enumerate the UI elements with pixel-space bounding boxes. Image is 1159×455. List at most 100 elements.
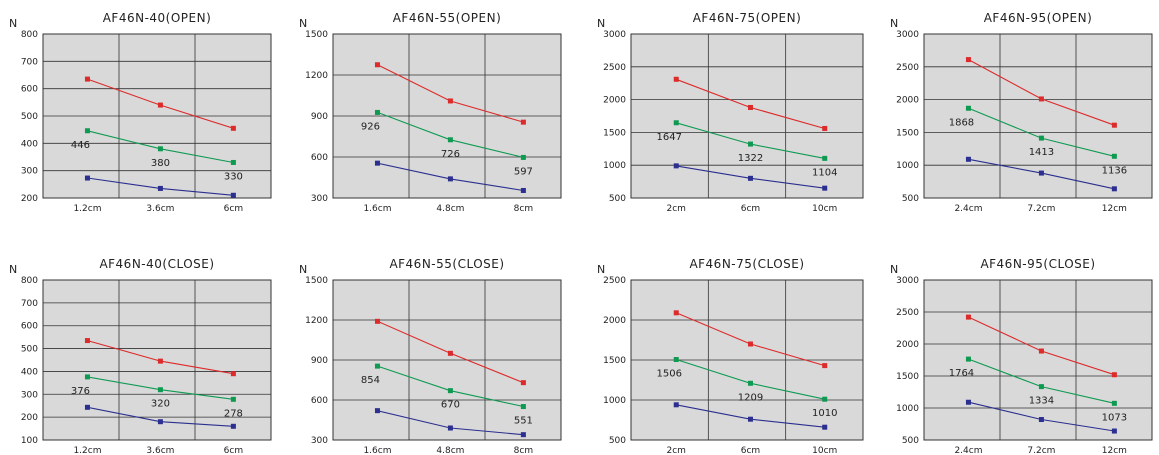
chart-7: 500 1000 1500 2000 2500 2cm 6cm 10cm AF46N-75(CL… bbox=[597, 257, 864, 455]
chart-title: AF46N-75(CLOSE) bbox=[689, 257, 804, 271]
data-point-bottom bbox=[84, 404, 90, 410]
x-tick-label: 2cm bbox=[667, 446, 686, 455]
data-point-middle bbox=[84, 128, 90, 134]
data-point-middle bbox=[1038, 384, 1044, 390]
data-point-bottom bbox=[157, 185, 163, 191]
data-point-bottom bbox=[520, 432, 526, 438]
data-point-top bbox=[374, 318, 380, 324]
data-point-bottom bbox=[374, 408, 380, 414]
data-point-middle bbox=[1038, 135, 1044, 141]
data-label: 278 bbox=[224, 408, 243, 419]
y-tick-label: 1500 bbox=[305, 30, 328, 40]
y-tick-label: 1000 bbox=[603, 161, 626, 171]
y-axis-label: N bbox=[9, 17, 17, 30]
data-point-middle bbox=[374, 109, 380, 115]
y-axis-label: N bbox=[597, 17, 605, 30]
y-tick-label: 600 bbox=[21, 85, 38, 95]
data-point-top bbox=[673, 76, 679, 82]
data-point-top bbox=[447, 350, 453, 356]
data-point-bottom bbox=[822, 185, 828, 191]
data-point-top bbox=[822, 363, 828, 369]
data-label: 1413 bbox=[1029, 147, 1054, 158]
data-point-bottom bbox=[747, 416, 753, 422]
y-tick-label: 3000 bbox=[896, 30, 919, 40]
chart-1: 200 300 400 500 600 700 800 1.2cm 3.6cm 6cm AF46N-… bbox=[9, 11, 272, 214]
chart-6: 300 600 900 1200 1500 1.6cm 4.8cm 8cm AF46N-55(C… bbox=[299, 257, 562, 455]
y-tick-label: 200 bbox=[21, 413, 38, 423]
data-point-top bbox=[230, 125, 236, 131]
data-point-middle bbox=[965, 356, 971, 362]
data-point-top bbox=[965, 314, 971, 320]
data-point-bottom bbox=[84, 175, 90, 181]
data-point-bottom bbox=[230, 192, 236, 198]
x-tick-label: 12cm bbox=[1102, 204, 1127, 214]
x-tick-label: 1.2cm bbox=[73, 204, 101, 214]
y-tick-label: 800 bbox=[21, 276, 38, 286]
data-point-bottom bbox=[447, 425, 453, 431]
data-point-middle bbox=[1111, 400, 1117, 406]
data-point-top bbox=[822, 125, 828, 131]
x-tick-label: 1.6cm bbox=[363, 204, 391, 214]
x-tick-label: 1.2cm bbox=[73, 446, 101, 455]
data-point-top bbox=[673, 310, 679, 316]
y-tick-label: 900 bbox=[311, 112, 328, 122]
chart-title: AF46N-40(OPEN) bbox=[103, 11, 212, 25]
x-tick-label: 3.6cm bbox=[146, 204, 174, 214]
data-point-top bbox=[520, 380, 526, 386]
data-label: 1322 bbox=[738, 153, 763, 164]
chart-2: 300 600 900 1200 1500 1.6cm 4.8cm 8cm AF46N-55(O… bbox=[299, 11, 562, 214]
chart-5: 100 200 300 400 500 600 700 800 1.2cm 3.6cm 6cm AF4… bbox=[9, 257, 272, 455]
y-tick-label: 400 bbox=[21, 139, 38, 149]
data-point-middle bbox=[157, 387, 163, 393]
y-tick-label: 600 bbox=[311, 153, 328, 163]
data-point-middle bbox=[673, 357, 679, 363]
data-point-bottom bbox=[965, 156, 971, 162]
data-label: 1647 bbox=[657, 132, 682, 143]
y-axis-label: N bbox=[299, 17, 307, 30]
data-label: 320 bbox=[151, 399, 170, 410]
data-point-bottom bbox=[447, 176, 453, 182]
x-tick-label: 6cm bbox=[741, 446, 760, 455]
y-tick-label: 1500 bbox=[603, 356, 626, 366]
y-tick-label: 600 bbox=[21, 322, 38, 332]
y-tick-label: 2500 bbox=[896, 63, 919, 73]
data-label: 854 bbox=[361, 375, 380, 386]
data-label: 1764 bbox=[949, 368, 974, 379]
chart-4: 500 1000 1500 2000 2500 3000 2.4cm 7.2cm 12cm AF4… bbox=[890, 11, 1153, 214]
chart-3: 500 1000 1500 2000 2500 3000 2cm 6cm 10cm AF46N-7… bbox=[597, 11, 864, 214]
data-point-middle bbox=[965, 105, 971, 111]
y-axis-label: N bbox=[299, 263, 307, 276]
data-point-middle bbox=[1111, 153, 1117, 159]
y-tick-label: 2000 bbox=[896, 96, 919, 106]
x-tick-label: 4.8cm bbox=[436, 204, 464, 214]
data-point-bottom bbox=[520, 187, 526, 193]
data-label: 597 bbox=[514, 166, 533, 177]
y-tick-label: 1500 bbox=[305, 276, 328, 286]
data-label: 926 bbox=[361, 121, 380, 132]
data-point-bottom bbox=[673, 402, 679, 408]
data-point-bottom bbox=[1038, 417, 1044, 423]
data-label: 1334 bbox=[1029, 396, 1054, 407]
data-point-bottom bbox=[1111, 186, 1117, 192]
x-tick-label: 6cm bbox=[224, 446, 243, 455]
data-point-top bbox=[230, 371, 236, 377]
data-point-middle bbox=[157, 146, 163, 152]
y-tick-label: 100 bbox=[21, 436, 38, 446]
y-tick-label: 300 bbox=[21, 390, 38, 400]
chart-title: AF46N-75(OPEN) bbox=[693, 11, 802, 25]
x-tick-label: 3.6cm bbox=[146, 446, 174, 455]
data-point-middle bbox=[822, 396, 828, 402]
y-tick-label: 500 bbox=[21, 345, 38, 355]
y-tick-label: 2500 bbox=[603, 63, 626, 73]
x-tick-label: 6cm bbox=[741, 204, 760, 214]
plot-area bbox=[923, 279, 1153, 441]
data-point-bottom bbox=[822, 424, 828, 430]
plot-area bbox=[630, 33, 864, 199]
y-tick-label: 500 bbox=[21, 112, 38, 122]
y-tick-label: 1200 bbox=[305, 316, 328, 326]
data-label: 446 bbox=[71, 140, 90, 151]
data-point-middle bbox=[230, 159, 236, 165]
data-label: 1506 bbox=[657, 369, 682, 380]
y-tick-label: 2000 bbox=[896, 340, 919, 350]
data-point-bottom bbox=[1038, 170, 1044, 176]
